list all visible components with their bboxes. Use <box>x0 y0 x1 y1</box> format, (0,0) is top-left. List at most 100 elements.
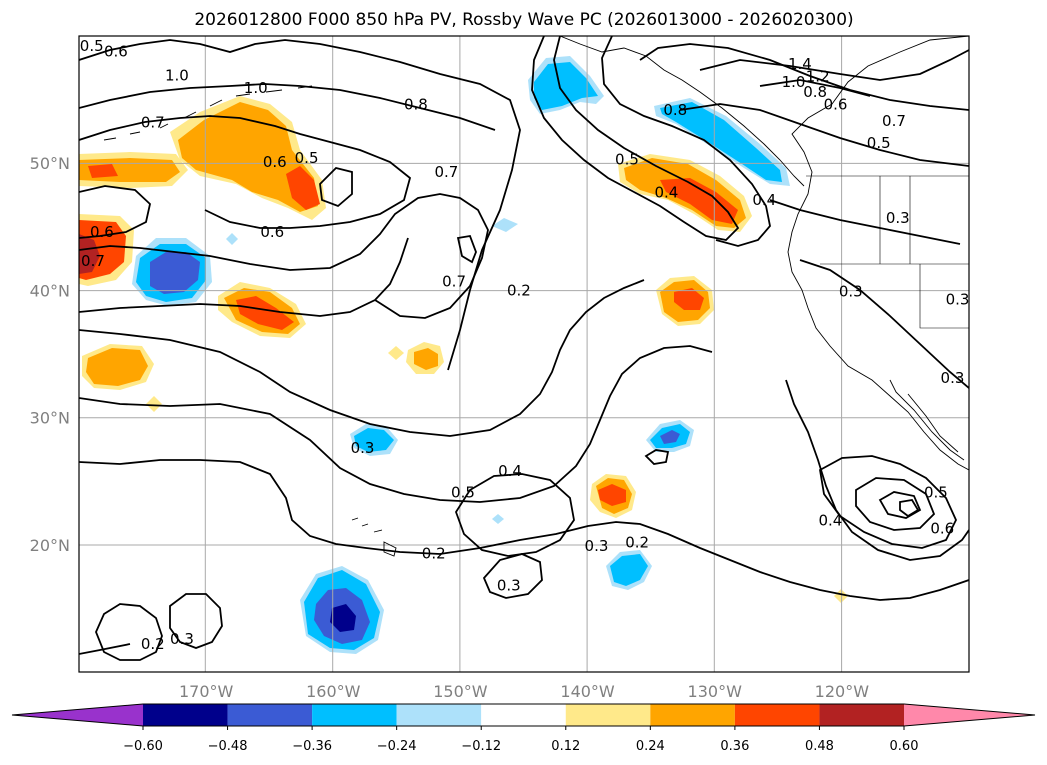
lat-tick-label: 20°N <box>30 536 70 555</box>
anomaly-negative <box>610 554 648 586</box>
pv-contour <box>482 553 543 599</box>
baja-california-coastline <box>889 379 965 461</box>
colorbar-tick-label: −0.12 <box>461 739 501 754</box>
pv-contour <box>79 643 131 655</box>
pv-contour <box>79 193 489 319</box>
anomaly-negative <box>330 604 356 632</box>
colorbar-segment <box>819 704 904 726</box>
lon-tick-label: 160°W <box>306 682 361 701</box>
colorbar-tick-label: −0.24 <box>377 739 417 754</box>
pv-contour <box>899 499 920 518</box>
contour-label: 0.2 <box>625 533 649 551</box>
anomaly-negative <box>226 233 238 245</box>
contour-label: 0.3 <box>946 290 970 308</box>
us-state-borders <box>820 176 969 329</box>
contour-label: 0.4 <box>498 462 522 480</box>
anomaly-positive <box>388 346 404 360</box>
latitude-ticks: 20°N 30°N 40°N 50°N <box>30 154 70 555</box>
contour-label: 0.5 <box>615 150 639 168</box>
colorbar-tick-label: 0.60 <box>890 739 919 754</box>
pv-contour <box>79 115 412 229</box>
contour-label: 0.7 <box>442 272 466 290</box>
anomaly-positive <box>414 348 438 370</box>
colorbar-extend-high <box>904 704 1035 726</box>
colorbar-tick-label: −0.60 <box>123 739 163 754</box>
pv-contour <box>785 379 969 561</box>
contour-label: 0.4 <box>818 512 842 530</box>
lon-tick-label: 130°W <box>688 682 743 701</box>
anomaly-positive <box>674 288 704 310</box>
pv-contour <box>95 603 163 661</box>
contour-label: 0.5 <box>451 484 475 502</box>
contour-label: 0.2 <box>422 545 446 563</box>
lon-tick-label: 150°W <box>433 682 488 701</box>
contour-label: 0.5 <box>924 484 948 502</box>
pv-contour <box>855 477 936 531</box>
pv-contour <box>639 43 969 111</box>
contour-label: 0.8 <box>404 96 428 114</box>
anomaly-negative <box>660 102 782 182</box>
anomaly-positive <box>660 178 738 224</box>
anomaly-positive <box>86 348 148 386</box>
pv-contour <box>79 279 645 437</box>
contour-label: 0.3 <box>941 369 965 387</box>
anomaly-positive <box>146 396 162 412</box>
hawaiian-islands <box>351 517 397 557</box>
anomaly-negative <box>354 428 394 452</box>
aleutian-islands <box>103 85 313 141</box>
colorbar-labels: −0.60 −0.48 −0.36 −0.24 −0.12 0.12 0.24 0.36 0.4… <box>123 739 918 754</box>
contour-label: 0.3 <box>585 537 609 555</box>
anomaly-positive <box>834 589 848 603</box>
contour-label: 0.6 <box>104 42 128 60</box>
anomaly-positive <box>236 296 294 330</box>
colorbar-segment <box>143 704 228 726</box>
lon-tick-label: 140°W <box>560 682 615 701</box>
contour-label: 0.5 <box>80 37 104 55</box>
contour-label: 1.0 <box>782 73 806 91</box>
pv-contours <box>79 36 969 661</box>
contour-label: 0.5 <box>295 149 319 167</box>
contour-label: 0.7 <box>435 163 459 181</box>
pv-contour <box>455 473 575 557</box>
pv-contour <box>79 237 409 317</box>
colorbar-segment <box>650 704 735 726</box>
colorbar-segment <box>481 704 566 726</box>
shaded-anomalies <box>79 56 848 654</box>
contour-label: 0.6 <box>263 153 287 171</box>
anomaly-positive <box>79 234 100 274</box>
pv-contour <box>799 259 969 389</box>
anomaly-positive <box>598 484 626 506</box>
contour-labels: 0.5 0.61.01.00.80.70.6 0.50.70.6 0.60.70.7 0… <box>80 37 970 653</box>
anomaly-negative <box>534 62 598 110</box>
pv-contour <box>644 449 670 465</box>
anomaly-negative <box>150 252 200 294</box>
lat-tick-label: 30°N <box>30 409 70 428</box>
anomaly-positive <box>88 164 118 178</box>
pv-contour <box>79 345 713 503</box>
colorbar-segment <box>312 704 397 726</box>
contour-label: 1.4 <box>788 55 812 73</box>
colorbar-tick-label: 0.36 <box>720 739 749 754</box>
contour-label: 0.2 <box>507 281 531 299</box>
contour-label: 0.7 <box>882 112 906 130</box>
longitude-ticks: 170°W 160°W 150°W 140°W 130°W 120°W <box>179 682 869 701</box>
contour-label: 0.3 <box>170 630 194 648</box>
pv-contour <box>769 199 961 245</box>
pv-contour <box>601 36 771 247</box>
anomaly-negative <box>492 514 504 524</box>
contour-label: 0.3 <box>839 283 863 301</box>
colorbar-tick-label: 0.48 <box>805 739 834 754</box>
contour-label: 0.7 <box>141 113 165 131</box>
pv-contour <box>79 185 151 239</box>
colorbar-segment <box>734 704 820 726</box>
contour-label: 0.7 <box>81 252 105 270</box>
anomaly-positive <box>286 166 320 210</box>
contour-label: 0.8 <box>803 83 827 101</box>
colorbar-extend-low <box>12 704 143 726</box>
lon-tick-label: 170°W <box>179 682 234 701</box>
pv-contour <box>679 103 969 167</box>
contour-label: 0.8 <box>663 101 687 119</box>
pv-contour <box>819 455 957 549</box>
contour-label: 1.2 <box>806 68 830 86</box>
